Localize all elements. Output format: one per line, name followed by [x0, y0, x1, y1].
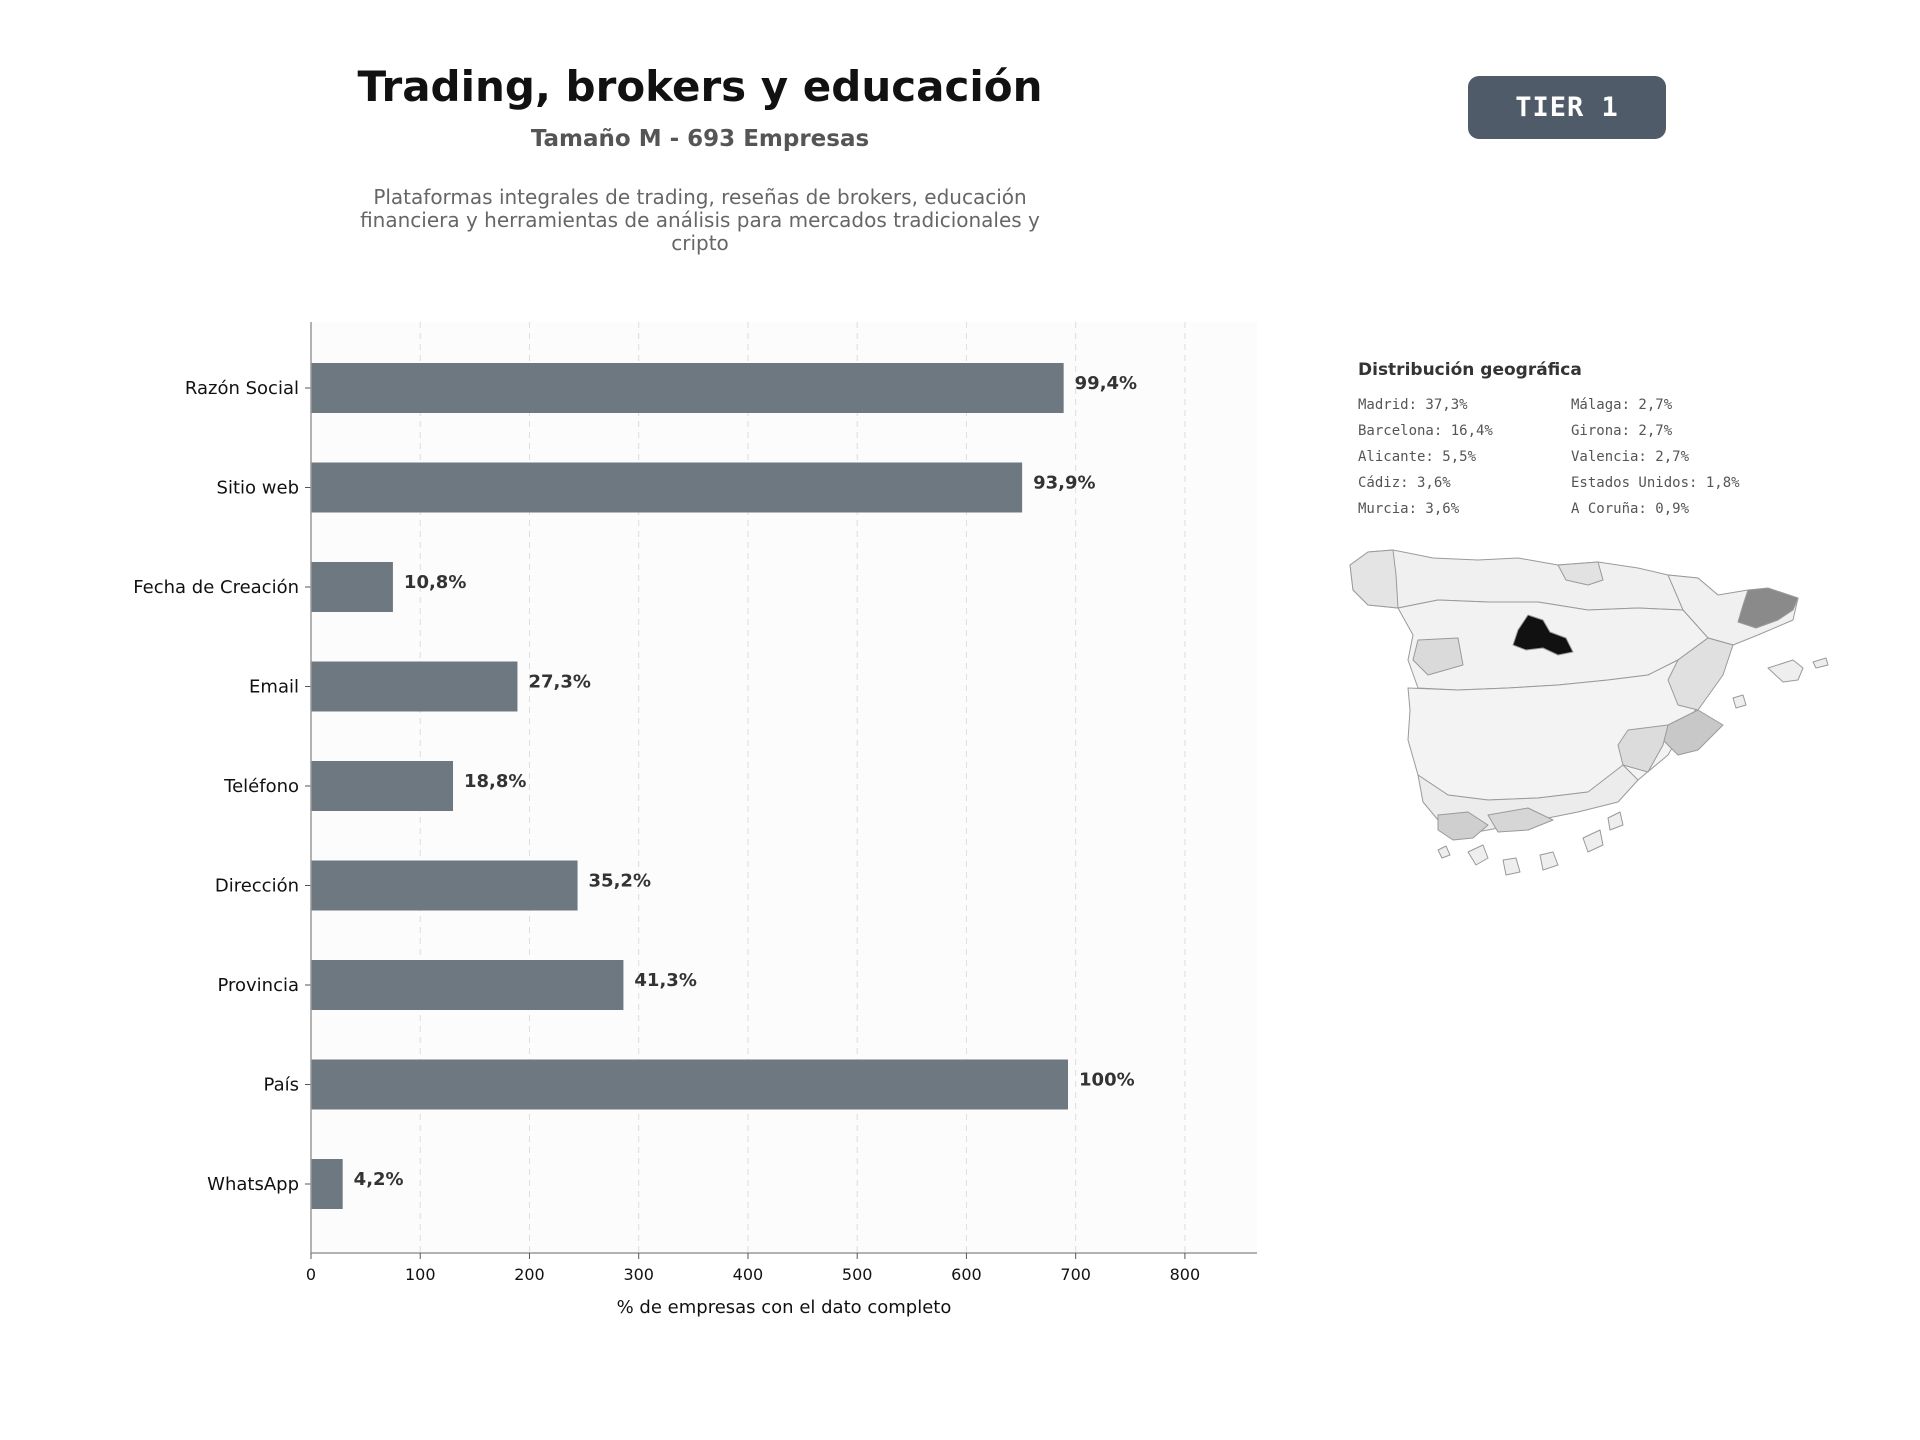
- map-region-galicia: [1349, 549, 1399, 609]
- y-tick-label: Razón Social: [185, 378, 299, 399]
- map-region-barcelona: [1737, 587, 1799, 629]
- map-region-balearic-mallorca: [1767, 659, 1804, 683]
- map-region-valencia: [1667, 637, 1734, 711]
- y-tick-label: WhatsApp: [207, 1174, 299, 1195]
- map-region-leon: [1412, 637, 1464, 676]
- map-region-murcia: [1617, 724, 1669, 773]
- data-label: 100%: [1079, 1070, 1135, 1091]
- bar: [311, 661, 518, 712]
- data-label: 93,9%: [1033, 473, 1095, 494]
- x-tick-label: 400: [733, 1265, 764, 1284]
- x-tick-label: 500: [842, 1265, 873, 1284]
- bar-chart: Razón Social 99,4% Sitio web 93,9% Fecha de …: [133, 322, 1257, 1318]
- x-tick-label: 800: [1170, 1265, 1201, 1284]
- geo-list-item: Málaga: 2,7%: [1571, 397, 1673, 413]
- geo-list-item: Murcia: 3,6%: [1358, 501, 1460, 517]
- map-region-canary-6: [1437, 845, 1451, 859]
- y-tick-label: Dirección: [215, 876, 299, 897]
- y-tick-label: País: [264, 1075, 299, 1096]
- page-title: Trading, brokers y educación: [357, 62, 1043, 111]
- data-label: 10,8%: [404, 572, 466, 593]
- geo-list-item: Cádiz: 3,6%: [1358, 475, 1451, 491]
- x-tick-label: 700: [1060, 1265, 1091, 1284]
- bar: [311, 1059, 1069, 1110]
- geo-list-item: Valencia: 2,7%: [1571, 449, 1690, 465]
- y-tick-label: Sitio web: [217, 478, 299, 499]
- page-subtitle: Tamaño M - 693 Empresas: [530, 126, 870, 152]
- y-tick-label: Provincia: [217, 975, 299, 996]
- geo-list: Madrid: 37,3% Málaga: 2,7% Barcelona: 16,4…: [1358, 396, 1778, 519]
- bar: [311, 562, 393, 612]
- y-tick-label: Email: [249, 677, 299, 698]
- map-region-cadiz: [1437, 811, 1489, 841]
- map-region-malaga: [1487, 807, 1554, 833]
- map-region-balearic-menorca: [1812, 657, 1829, 669]
- x-tick-label: 100: [405, 1265, 436, 1284]
- map-region-north: [1349, 549, 1719, 611]
- x-tick-label: 200: [514, 1265, 545, 1284]
- tier-badge: TIER 1: [1468, 76, 1666, 139]
- geo-list-item: A Coruña: 0,9%: [1571, 501, 1690, 517]
- data-label: 35,2%: [589, 871, 651, 892]
- x-axis-label: % de empresas con el dato completo: [617, 1297, 952, 1318]
- geo-list-item: Girona: 2,7%: [1571, 423, 1673, 439]
- map-region-madrid: [1512, 614, 1574, 656]
- bar: [311, 860, 578, 911]
- data-label: 99,4%: [1075, 373, 1137, 394]
- bar: [311, 462, 1023, 513]
- y-tick-label: Fecha de Creación: [133, 577, 299, 598]
- x-tick-label: 0: [306, 1265, 316, 1284]
- bar: [311, 761, 454, 811]
- map-region-canary-3: [1539, 851, 1559, 871]
- map-region-balearic-ibiza: [1732, 694, 1747, 709]
- geo-title: Distribución geográfica: [1358, 360, 1582, 380]
- x-tick-label: 600: [951, 1265, 982, 1284]
- bar: [311, 363, 1064, 413]
- geo-list-item: Alicante: 5,5%: [1358, 449, 1477, 465]
- y-tick-label: Teléfono: [223, 776, 299, 797]
- bar: [311, 960, 624, 1010]
- geo-list-item: Barcelona: 16,4%: [1358, 423, 1493, 439]
- map-region-canary-1: [1467, 844, 1489, 866]
- data-label: 41,3%: [634, 970, 696, 991]
- data-label: 27,3%: [528, 672, 590, 693]
- map-region-canary-2: [1502, 857, 1521, 876]
- map-region-canary-5: [1607, 811, 1624, 831]
- geo-list-item: Estados Unidos: 1,8%: [1571, 475, 1740, 491]
- geo-list-item: Madrid: 37,3%: [1358, 397, 1468, 413]
- data-label: 4,2%: [354, 1169, 404, 1190]
- spain-map: [1349, 549, 1829, 876]
- page-description: Plataformas integrales de trading, reseñ…: [360, 185, 1040, 255]
- bar: [311, 1159, 343, 1209]
- x-tick-label: 300: [623, 1265, 654, 1284]
- map-region-basque: [1557, 561, 1604, 586]
- map-region-canary-4: [1582, 829, 1604, 853]
- data-label: 18,8%: [464, 771, 526, 792]
